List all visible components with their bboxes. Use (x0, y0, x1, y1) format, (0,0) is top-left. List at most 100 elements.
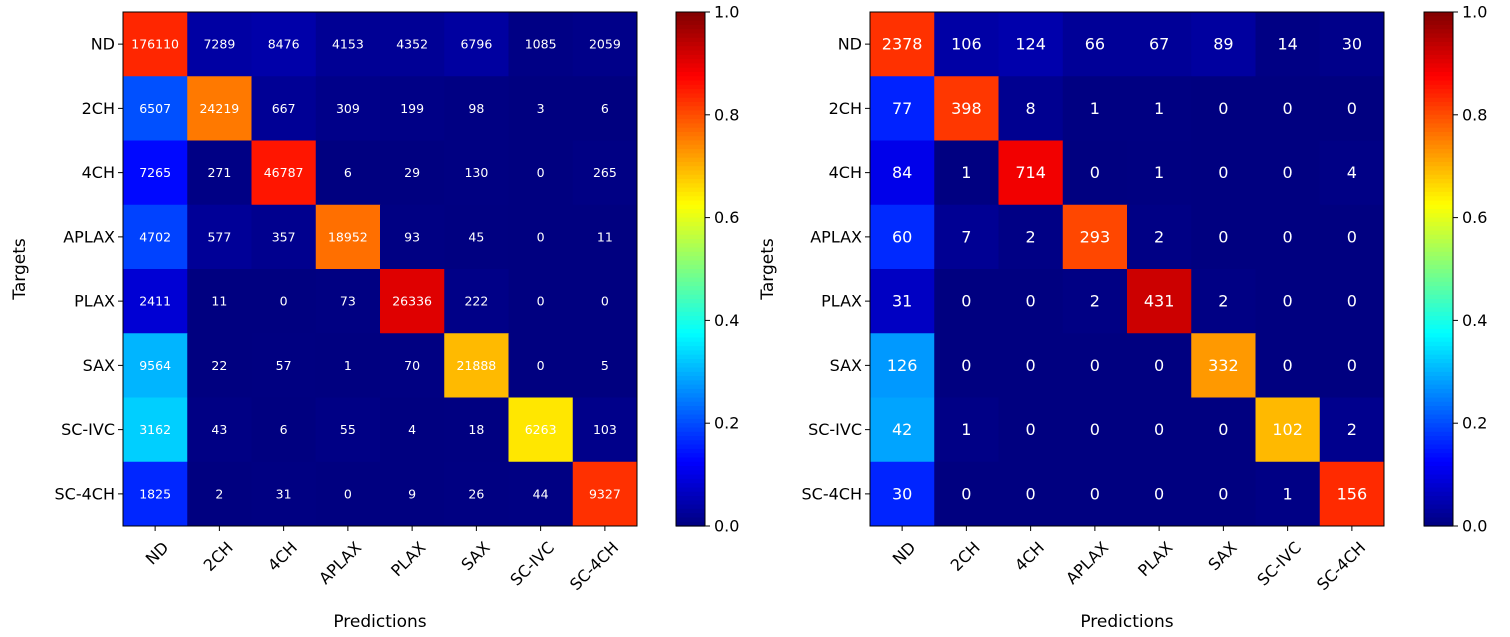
matrix-cell (315, 397, 381, 463)
colorbar-segment (676, 410, 705, 416)
matrix-cell (1255, 269, 1321, 334)
matrix-cell (1255, 333, 1321, 398)
matrix-cell (187, 397, 252, 463)
colorbar-segment (1424, 367, 1453, 373)
colorbar-segment (1424, 149, 1453, 154)
cell-value-label: 93 (404, 229, 420, 244)
cell-value-label: 26336 (392, 294, 432, 309)
colorbar-segment (1424, 427, 1453, 433)
colorbar-segment (676, 513, 705, 519)
colorbar-segment (676, 363, 705, 369)
cell-value-label: 1085 (525, 37, 557, 52)
cell-value-label: 0 (1090, 163, 1100, 182)
colorbar-segment (1424, 41, 1453, 47)
matrix-cell (187, 204, 252, 270)
colorbar-segment (676, 346, 705, 351)
cell-value-label: 102 (1272, 420, 1303, 439)
colorbar-segment (676, 277, 705, 283)
colorbar-segment (1424, 470, 1453, 476)
y-tick-label: APLAX (63, 227, 115, 246)
cell-value-label: 6507 (139, 101, 171, 116)
colorbar-segment (1424, 84, 1453, 90)
cell-value-label: 265 (593, 165, 617, 180)
plot-frame (122, 11, 638, 527)
cell-value-label: 9564 (139, 358, 171, 373)
cell-value-label: 2 (1026, 227, 1036, 246)
cell-value-label: 0 (1090, 356, 1100, 375)
colorbar-segment (676, 393, 705, 399)
colorbar-segment (1424, 466, 1453, 471)
cell-value-label: 176110 (131, 37, 179, 52)
colorbar-segment (1424, 247, 1453, 253)
colorbar-segment (1424, 187, 1453, 193)
x-tick-label: SC-4CH (1313, 538, 1369, 594)
cell-value-label: 73 (340, 294, 356, 309)
colorbar-segment (676, 333, 705, 339)
matrix-cell (572, 333, 638, 398)
colorbar-segment (676, 358, 705, 364)
colorbar-segment (1424, 448, 1453, 454)
colorbar-segment (676, 80, 705, 86)
colorbar-segment (1424, 286, 1453, 292)
cell-value-label: 77 (892, 99, 912, 118)
cell-value-label: 3162 (139, 422, 171, 437)
matrix-cell (444, 269, 509, 334)
colorbar-tick-label: 0.8 (1462, 105, 1487, 124)
cell-value-label: 18 (468, 422, 484, 437)
cell-value-label: 0 (1090, 484, 1100, 503)
cell-value-label: 2 (215, 486, 223, 501)
cell-value-label: 0 (1283, 356, 1293, 375)
cell-value-label: 0 (1026, 420, 1036, 439)
matrix-cell (123, 397, 188, 463)
colorbar-segment (676, 243, 705, 249)
colorbar-segment (676, 504, 705, 510)
matrix-cell (1191, 140, 1256, 206)
matrix-cell (1191, 12, 1256, 77)
colorbar-segment (676, 316, 705, 321)
colorbar-segment (676, 174, 705, 180)
matrix-cell (934, 333, 999, 398)
matrix-cell (934, 12, 999, 77)
x-tick-label: SC-IVC (506, 538, 558, 590)
matrix-cell (1062, 397, 1128, 463)
cell-value-label: 577 (207, 229, 231, 244)
colorbar-segment (676, 213, 705, 219)
cell-value-label: 103 (593, 422, 617, 437)
y-tick-label: ND (838, 35, 862, 54)
colorbar-segment (676, 251, 705, 257)
cell-value-label: 1 (1283, 484, 1293, 503)
matrix-cell (187, 12, 252, 77)
matrix-cell (444, 461, 509, 527)
colorbar-tick-label: 0.8 (714, 105, 739, 124)
colorbar-segment (1424, 281, 1453, 287)
colorbar-segment (676, 500, 705, 506)
colorbar-segment (1424, 298, 1453, 304)
colorbar-tick-label: 0.2 (714, 414, 739, 433)
colorbar-segment (676, 41, 705, 47)
colorbar-segment (1424, 350, 1453, 356)
matrix-cell (508, 76, 574, 141)
colorbar-segment (1424, 80, 1453, 86)
matrix-cell (315, 461, 381, 527)
colorbar-segment (676, 397, 705, 403)
cell-value-label: 7289 (203, 37, 235, 52)
cell-value-label: 0 (961, 292, 971, 311)
matrix-cell (444, 397, 509, 463)
colorbar-segment (676, 290, 705, 296)
colorbar-segment (676, 487, 705, 493)
y-tick-label: 2CH (82, 99, 115, 118)
colorbar-segment (676, 264, 705, 270)
colorbar-segment (1424, 324, 1453, 330)
matrix-cell (870, 333, 935, 398)
colorbar-segment (676, 12, 705, 17)
colorbar-segment (1424, 414, 1453, 420)
colorbar-segment (1424, 388, 1453, 394)
matrix-cell (1062, 269, 1128, 334)
matrix-cell (998, 76, 1064, 141)
colorbar-segment (1424, 179, 1453, 184)
matrix-cell (508, 333, 574, 398)
colorbar-segment (676, 247, 705, 253)
colorbar-segment (1424, 230, 1453, 236)
matrix-cell (315, 12, 381, 77)
matrix-cell (1319, 461, 1385, 527)
